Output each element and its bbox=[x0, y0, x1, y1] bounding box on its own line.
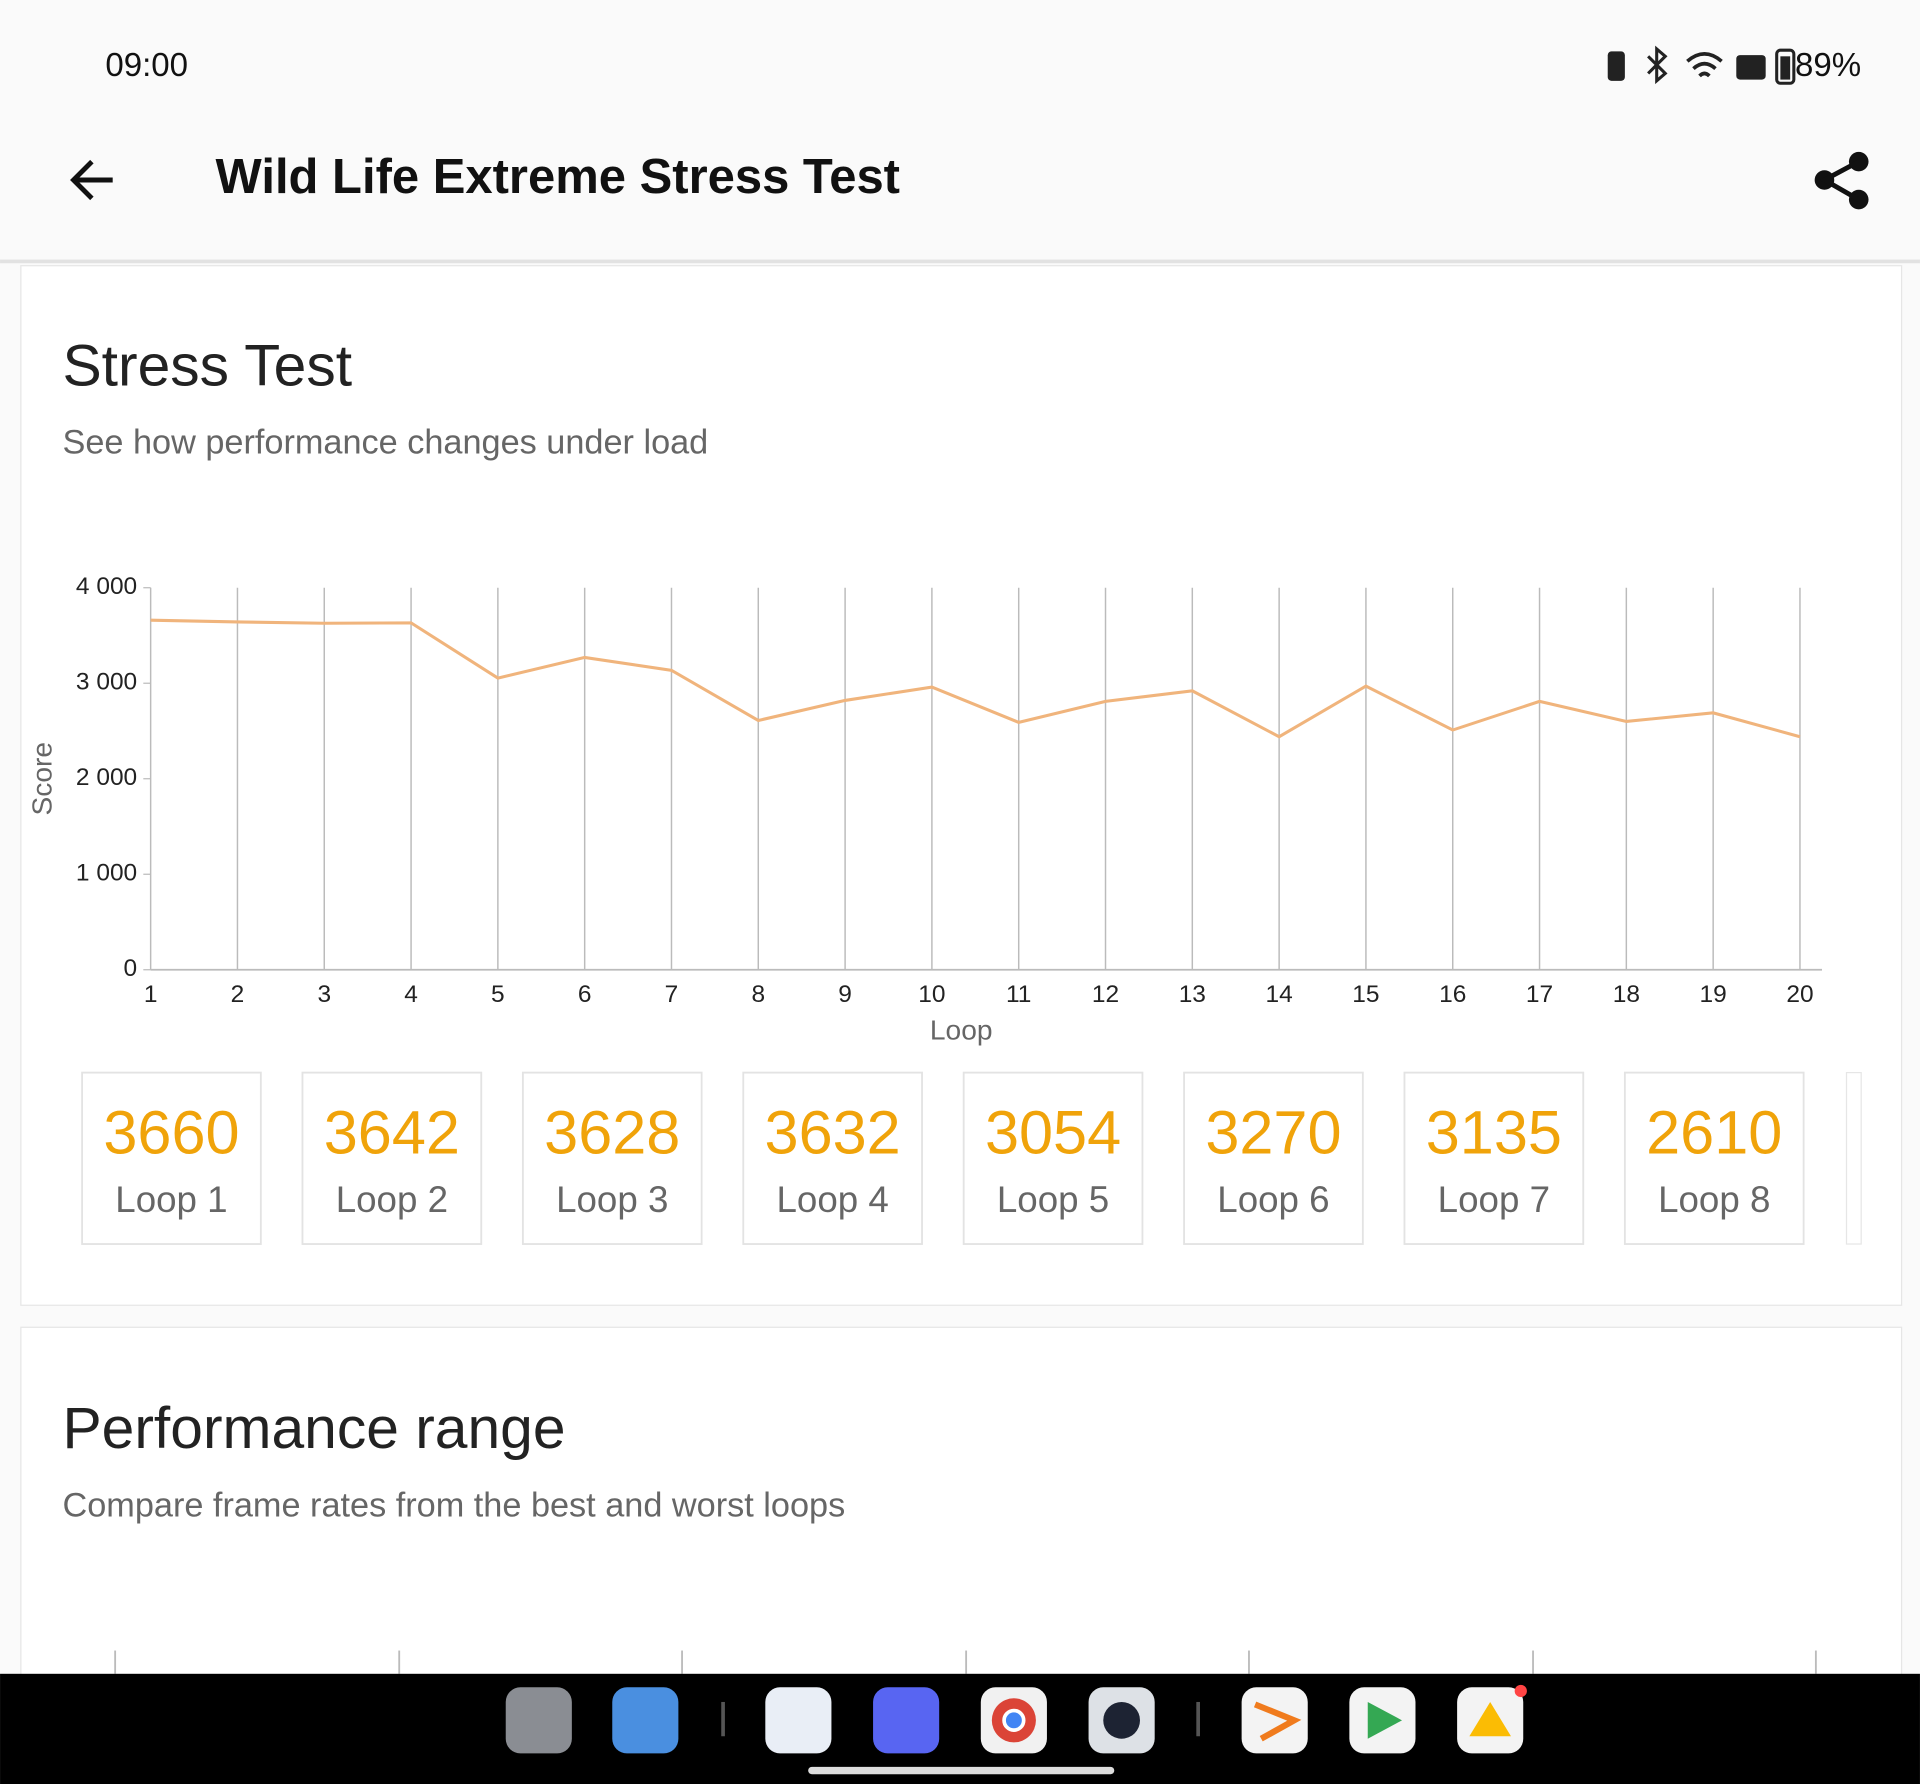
loop-card bbox=[1183, 1071, 1364, 1245]
loop-card bbox=[742, 1071, 923, 1245]
status-time: 09:00 bbox=[105, 47, 188, 84]
loop-label: Loop 7 bbox=[1438, 1179, 1550, 1220]
x-axis-label: Loop bbox=[930, 1015, 993, 1046]
battery-level: 89% bbox=[1795, 47, 1861, 84]
loop-card bbox=[962, 1071, 1144, 1245]
card-title: Performance range bbox=[62, 1396, 565, 1461]
status-icons bbox=[1607, 45, 1796, 85]
x-tick-label: 14 bbox=[1266, 981, 1293, 1008]
dock bbox=[0, 1673, 1920, 1784]
loop-score: 2610 bbox=[1646, 1099, 1782, 1167]
loop-card bbox=[1623, 1071, 1805, 1245]
loop-label: Loop 4 bbox=[777, 1179, 889, 1220]
card-subtitle: See how performance changes under load bbox=[62, 424, 708, 462]
score-line bbox=[150, 618, 1801, 739]
y-tick-label: 1 000 bbox=[76, 860, 137, 887]
loop-label: Loop 8 bbox=[1658, 1179, 1770, 1220]
share-button[interactable] bbox=[1814, 151, 1869, 210]
y-tick-label: 3 000 bbox=[76, 669, 137, 696]
loop-card-partial bbox=[1845, 1071, 1862, 1245]
y-axis-label: Score bbox=[27, 742, 58, 816]
app-bar-shadow bbox=[0, 259, 1920, 264]
x-tick-label: 5 bbox=[491, 981, 505, 1008]
card-subtitle: Compare frame rates from the best and wo… bbox=[62, 1486, 845, 1524]
range-grid bbox=[114, 1650, 1817, 1674]
x-tick-label: 7 bbox=[665, 981, 679, 1008]
loop-card bbox=[1403, 1071, 1585, 1245]
y-tick-label: 4 000 bbox=[76, 573, 137, 600]
loop-label: Loop 2 bbox=[336, 1179, 448, 1220]
loop-score: 3135 bbox=[1426, 1099, 1562, 1167]
performance-card bbox=[20, 1326, 1903, 1696]
x-tick-label: 17 bbox=[1526, 981, 1553, 1008]
loop-score: 3628 bbox=[544, 1099, 680, 1167]
loop-score: 3270 bbox=[1205, 1099, 1341, 1167]
dock-divider bbox=[1196, 1701, 1200, 1737]
loop-score: 3660 bbox=[103, 1099, 239, 1167]
x-tick-label: 10 bbox=[918, 981, 945, 1008]
loop-label: Loop 3 bbox=[556, 1179, 668, 1220]
y-tick-label: 0 bbox=[124, 955, 138, 982]
x-tick-label: 13 bbox=[1179, 981, 1206, 1008]
back-button[interactable] bbox=[70, 159, 113, 201]
loop-label: Loop 6 bbox=[1217, 1179, 1329, 1220]
x-tick-label: 8 bbox=[751, 981, 765, 1008]
x-tick-label: 15 bbox=[1352, 981, 1379, 1008]
x-tick-label: 11 bbox=[1006, 981, 1031, 1008]
x-tick-label: 9 bbox=[838, 981, 852, 1008]
x-tick-label: 19 bbox=[1700, 981, 1727, 1008]
x-tick-label: 2 bbox=[231, 981, 245, 1008]
home-indicator bbox=[808, 1766, 1115, 1775]
dock-divider bbox=[721, 1701, 725, 1737]
x-tick-label: 12 bbox=[1092, 981, 1119, 1008]
loop-card bbox=[301, 1071, 483, 1245]
x-tick-label: 3 bbox=[317, 981, 331, 1008]
loop-score: 3632 bbox=[765, 1099, 901, 1167]
x-tick-label: 6 bbox=[578, 981, 592, 1008]
loop-label: Loop 5 bbox=[997, 1179, 1109, 1220]
loop-score: 3642 bbox=[324, 1099, 460, 1167]
x-tick-label: 16 bbox=[1439, 981, 1466, 1008]
loop-cards: 3660 Loop 1 3642 Loop 2 3628 Loop 3 3632 Loop 4… bbox=[81, 1071, 1805, 1245]
loop-card bbox=[521, 1071, 703, 1245]
x-tick-label: 18 bbox=[1613, 981, 1640, 1008]
y-tick-label: 2 000 bbox=[76, 764, 137, 791]
x-tick-label: 1 bbox=[144, 981, 158, 1008]
x-tick-label: 20 bbox=[1786, 981, 1813, 1008]
app-title: Wild Life Extreme Stress Test bbox=[216, 150, 900, 204]
loop-label: Loop 1 bbox=[115, 1179, 227, 1220]
card-title: Stress Test bbox=[62, 333, 352, 398]
x-tick-label: 4 bbox=[404, 981, 418, 1008]
dock-apps[interactable] bbox=[505, 1684, 1527, 1754]
loop-score: 3054 bbox=[985, 1099, 1121, 1167]
loop-card bbox=[81, 1071, 262, 1245]
